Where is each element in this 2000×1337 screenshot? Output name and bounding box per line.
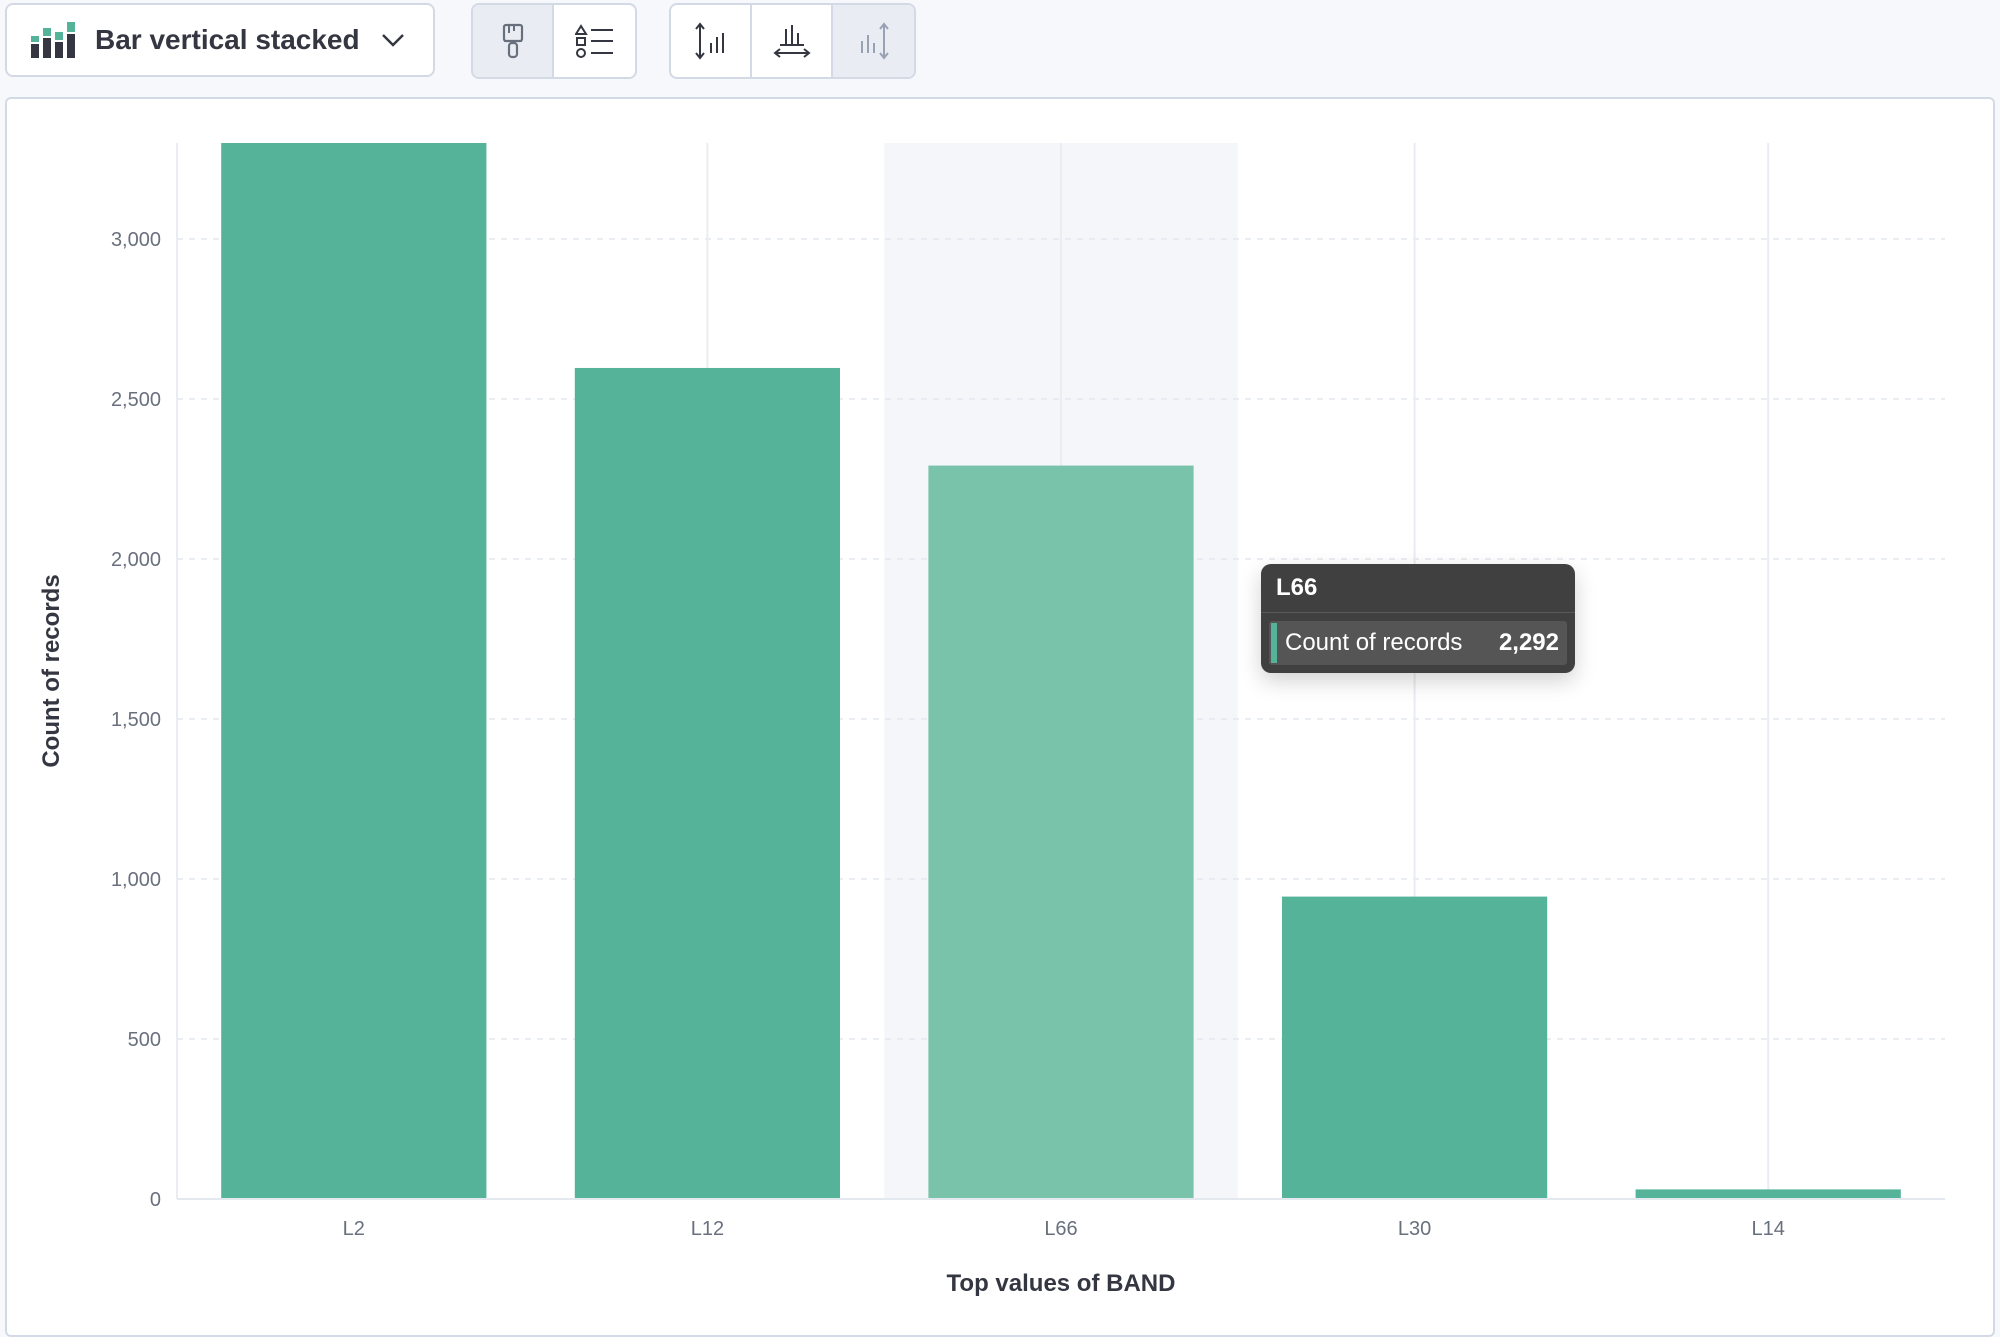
toolbar: Bar vertical stacked (0, 0, 2000, 96)
x-tick-label: L66 (1044, 1218, 1077, 1240)
y-tick-label: 500 (128, 1029, 161, 1051)
chart-type-label: Bar vertical stacked (95, 24, 360, 55)
right-axis-icon (860, 22, 889, 60)
bar (1635, 1189, 1901, 1199)
y-axis-title: Count of records (38, 574, 65, 767)
y-tick-label: 1,500 (111, 709, 161, 731)
tooltip-row: Count of records 2,292 (1269, 621, 1567, 665)
bar-chart: 0 500 1,000 1,500 2,000 2,500 3,000 L2 L12 L66 L30… (38, 143, 1945, 1297)
x-tick-label: L12 (691, 1218, 724, 1240)
tooltip-title: L66 (1261, 564, 1575, 613)
chevron-down-icon (382, 34, 404, 47)
left-axis-button[interactable] (671, 5, 752, 77)
y-tick-label: 3,000 (111, 229, 161, 251)
bar-stacked-icon (31, 22, 75, 58)
left-axis-icon (694, 22, 724, 60)
y-tick-label: 1,000 (111, 869, 161, 891)
x-tick-label: L2 (343, 1218, 365, 1240)
chart-panel: 0 500 1,000 1,500 2,000 2,500 3,000 L2 L12 L66 L30… (5, 97, 1995, 1337)
x-tick-label: L14 (1752, 1218, 1785, 1240)
bar (928, 465, 1194, 1199)
bar (574, 367, 840, 1200)
x-tick-label: L30 (1398, 1218, 1431, 1240)
legend-button[interactable] (554, 5, 635, 77)
paintbrush-icon (502, 23, 523, 59)
axis-button-group (669, 3, 916, 79)
chart-type-selector[interactable]: Bar vertical stacked (5, 3, 435, 77)
visual-options-button[interactable] (473, 5, 554, 77)
chart-tooltip: L66 Count of records 2,292 (1261, 564, 1575, 673)
y-tick-label: 2,500 (111, 389, 161, 411)
bar (1282, 896, 1548, 1199)
y-tick-label: 0 (150, 1189, 161, 1211)
legend-list-icon (574, 24, 613, 58)
bottom-axis-icon (772, 25, 811, 58)
bar (221, 143, 487, 1199)
tooltip-series-swatch (1271, 623, 1277, 663)
right-axis-button[interactable] (833, 5, 914, 77)
appearance-button-group (471, 3, 637, 79)
tooltip-value: 2,292 (1498, 629, 1559, 656)
x-axis-title: Top values of BAND (947, 1270, 1176, 1297)
tooltip-series-label: Count of records (1285, 629, 1463, 656)
y-tick-label: 2,000 (111, 549, 161, 571)
bottom-axis-button[interactable] (752, 5, 833, 77)
